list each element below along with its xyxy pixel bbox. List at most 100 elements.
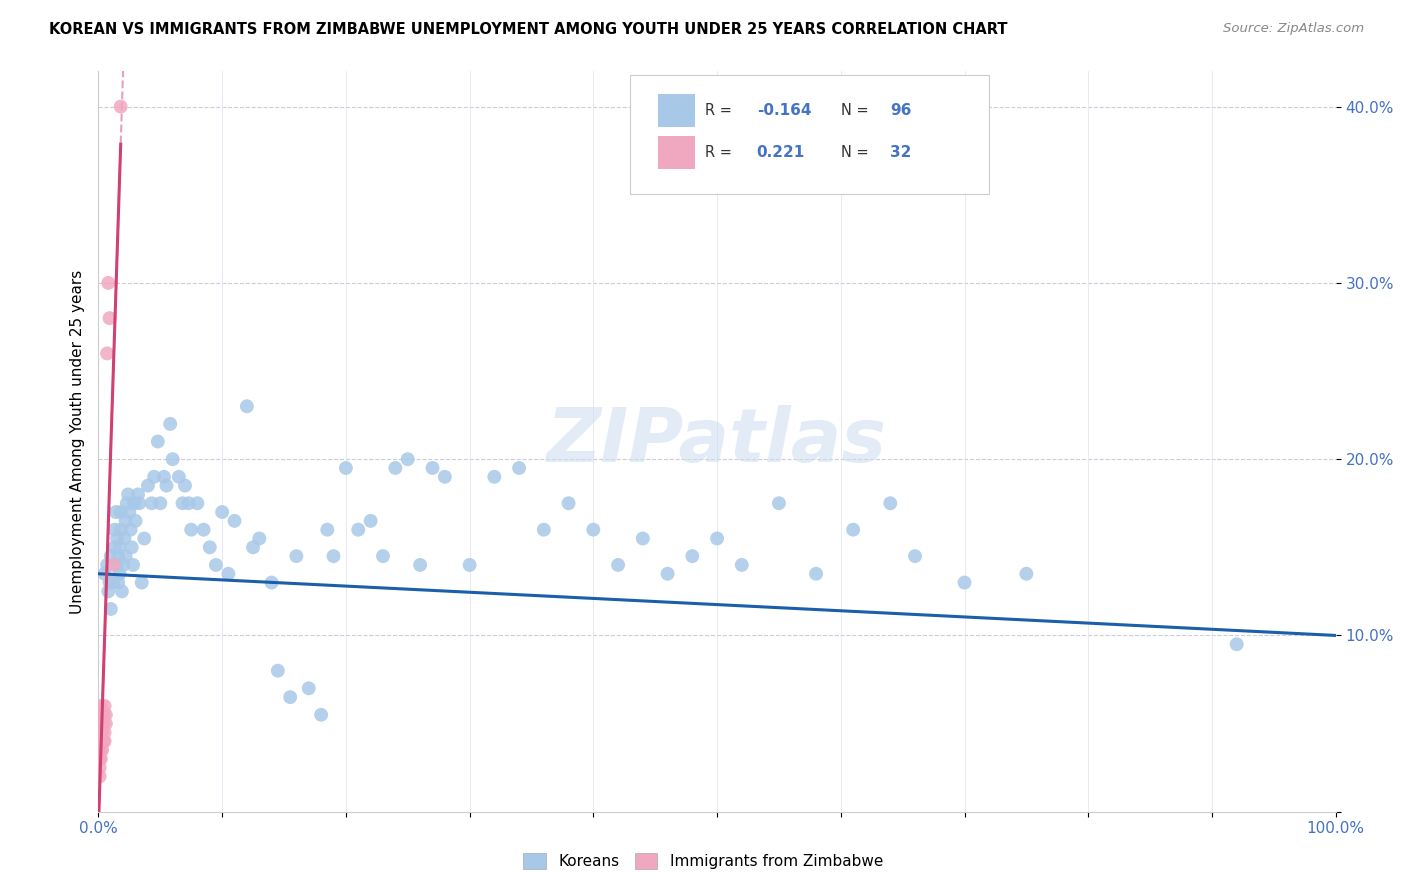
Point <box>97 276 120 290</box>
Point <box>131 575 153 590</box>
Point <box>124 514 146 528</box>
Point <box>180 523 202 537</box>
Point <box>347 523 370 537</box>
Point <box>91 734 114 748</box>
Point <box>105 532 128 546</box>
Point <box>953 575 976 590</box>
Point <box>110 523 132 537</box>
Point <box>371 549 394 563</box>
Point <box>91 725 114 739</box>
Text: -0.164: -0.164 <box>756 103 811 118</box>
Point <box>117 487 139 501</box>
Point <box>93 734 115 748</box>
Point <box>172 496 194 510</box>
Point <box>278 690 301 705</box>
Point <box>458 558 481 572</box>
Text: R =: R = <box>704 145 737 161</box>
Point <box>224 514 246 528</box>
Point <box>706 532 728 546</box>
Text: 0.221: 0.221 <box>756 145 804 161</box>
Point <box>193 523 215 537</box>
Point <box>107 575 129 590</box>
Point <box>89 752 111 766</box>
Point <box>260 575 283 590</box>
Point <box>143 470 166 484</box>
Point <box>267 664 290 678</box>
Point <box>91 743 114 757</box>
Point <box>149 496 172 510</box>
Point <box>90 707 112 722</box>
Point <box>533 523 555 537</box>
Point <box>110 505 132 519</box>
Point <box>94 707 117 722</box>
Point <box>100 602 122 616</box>
Point <box>409 558 432 572</box>
Point <box>731 558 754 572</box>
Point <box>141 496 163 510</box>
Legend: Koreans, Immigrants from Zimbabwe: Koreans, Immigrants from Zimbabwe <box>517 847 889 875</box>
Text: 32: 32 <box>890 145 911 161</box>
Point <box>322 549 344 563</box>
Point <box>124 496 146 510</box>
Point <box>153 470 176 484</box>
Point <box>360 514 382 528</box>
Point <box>98 575 121 590</box>
Point <box>103 575 125 590</box>
Point <box>167 470 190 484</box>
Point <box>904 549 927 563</box>
Point <box>146 434 169 449</box>
Point <box>1226 637 1249 651</box>
Point <box>127 487 149 501</box>
Point <box>107 549 129 563</box>
Point <box>103 541 125 555</box>
Text: ZIPatlas: ZIPatlas <box>547 405 887 478</box>
Point <box>89 743 111 757</box>
Point <box>90 752 112 766</box>
Point <box>121 541 143 555</box>
Point <box>205 558 228 572</box>
Point <box>128 496 150 510</box>
FancyBboxPatch shape <box>630 75 990 194</box>
Point <box>118 505 141 519</box>
Point <box>155 478 177 492</box>
Point <box>105 558 128 572</box>
Point <box>89 769 111 783</box>
Point <box>174 478 197 492</box>
Point <box>90 725 112 739</box>
Point <box>93 698 115 713</box>
Point <box>162 452 184 467</box>
Point <box>98 311 121 326</box>
Point <box>631 532 654 546</box>
Point <box>484 470 506 484</box>
Point <box>97 584 120 599</box>
Point <box>768 496 790 510</box>
Point <box>298 681 321 696</box>
Point <box>136 478 159 492</box>
Point <box>110 100 132 114</box>
Point <box>96 346 118 360</box>
Text: 96: 96 <box>890 103 911 118</box>
Point <box>93 566 115 581</box>
Point <box>112 532 135 546</box>
Point <box>396 452 419 467</box>
Point <box>657 566 679 581</box>
Y-axis label: Unemployment Among Youth under 25 years: Unemployment Among Youth under 25 years <box>69 269 84 614</box>
Text: R =: R = <box>704 103 737 118</box>
Point <box>96 558 118 572</box>
Point <box>242 541 264 555</box>
Bar <box>658 136 695 169</box>
Point <box>90 716 112 731</box>
Point <box>104 505 127 519</box>
Point <box>112 558 135 572</box>
Point <box>582 523 605 537</box>
Point <box>285 549 308 563</box>
Point <box>1015 566 1038 581</box>
Text: N =: N = <box>841 145 873 161</box>
Point <box>93 725 115 739</box>
Point <box>681 549 703 563</box>
Point <box>879 496 901 510</box>
Point <box>90 734 112 748</box>
Point <box>94 716 117 731</box>
Point <box>91 716 114 731</box>
Point <box>433 470 456 484</box>
